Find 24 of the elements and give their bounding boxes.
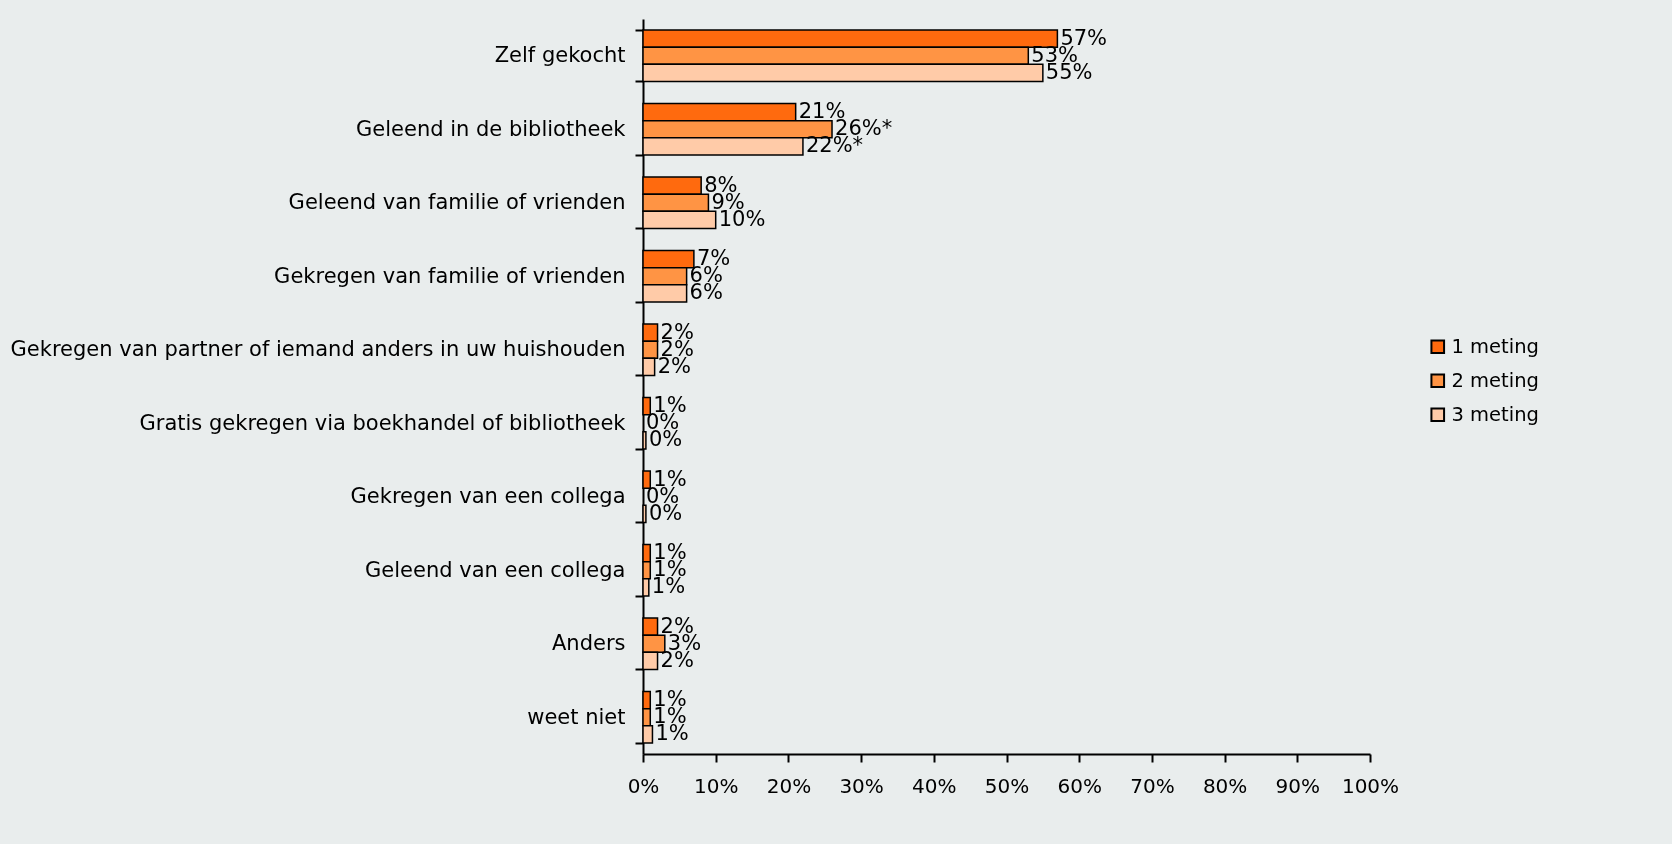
x-tick-label: 80% <box>1202 773 1248 798</box>
y-tick-label: Gekregen van een collega <box>350 484 626 509</box>
x-tick-label: 40% <box>912 773 957 798</box>
legend-label: 3 meting <box>1451 402 1539 426</box>
x-tick-label: 50% <box>984 773 1030 798</box>
x-tick-label: 100% <box>1341 773 1400 798</box>
x-tick-label: 90% <box>1275 773 1321 798</box>
x-tick-label: 20% <box>766 773 812 798</box>
y-tick-label: Anders <box>552 631 626 656</box>
y-tick-label: Gekregen van partner of iemand anders in uw huishouden <box>10 337 626 362</box>
y-tick-label: weet niet <box>527 704 626 729</box>
x-tick-label: 30% <box>839 773 884 798</box>
legend-label: 1 meting <box>1451 334 1539 358</box>
legend-label: 2 meting <box>1451 368 1539 392</box>
x-tick-label: 60% <box>1057 773 1102 798</box>
y-tick-label: Gekregen van familie of vrienden <box>274 263 626 288</box>
x-tick-label: 70% <box>1130 773 1175 798</box>
y-tick-label: Geleend in de bibliotheek <box>356 116 627 141</box>
y-tick-label: Gratis gekregen via boekhandel of bibliotheek <box>139 410 627 435</box>
y-tick-label: Geleend van een collega <box>365 557 626 582</box>
x-tick-label: 10% <box>693 773 739 798</box>
x-tick-label: 0% <box>627 773 660 798</box>
y-tick-label: Geleend van familie of vrienden <box>288 190 626 215</box>
y-tick-label: Zelf gekocht <box>494 43 626 68</box>
